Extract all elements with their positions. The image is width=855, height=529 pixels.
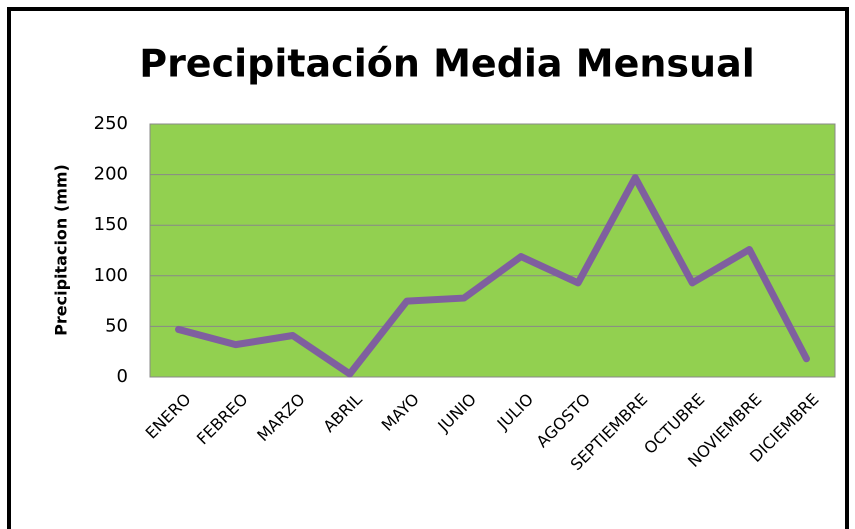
y-tick-label: 150 bbox=[94, 214, 128, 235]
y-tick-label: 100 bbox=[94, 265, 128, 286]
y-tick-label: 250 bbox=[94, 113, 128, 134]
y-tick-label: 200 bbox=[94, 164, 128, 185]
y-tick-label: 50 bbox=[105, 315, 128, 336]
y-tick-label: 0 bbox=[117, 366, 128, 387]
y-axis-label: Precipitacion (mm) bbox=[52, 164, 71, 336]
chart-title: Precipitación Media Mensual bbox=[139, 42, 755, 86]
data-line bbox=[175, 174, 810, 378]
plot-area bbox=[149, 123, 836, 378]
